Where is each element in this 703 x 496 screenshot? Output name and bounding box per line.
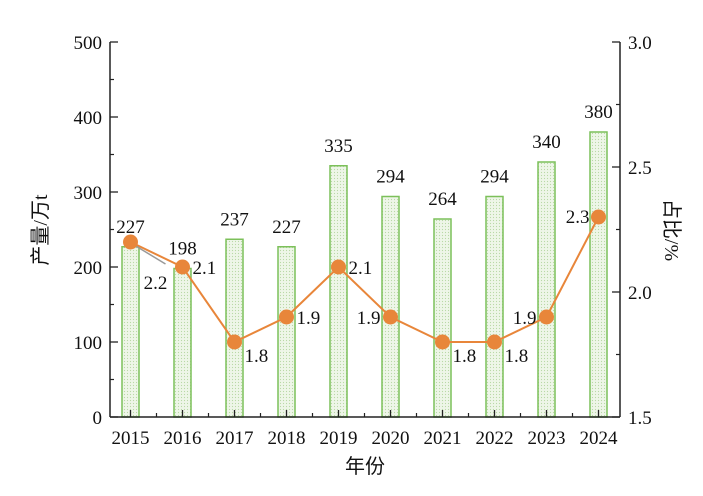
line-value-label: 2.2	[144, 273, 168, 294]
share-line	[130, 216, 600, 344]
line-value-label: 1.9	[513, 308, 537, 329]
bar-2020	[381, 195, 400, 418]
y2-tick-label: 1.5	[628, 408, 652, 429]
bar-2019	[329, 165, 348, 418]
y2-tick-label: 2.0	[628, 283, 652, 304]
line-value-label: 1.8	[453, 346, 477, 367]
line-value-label: 2.1	[193, 258, 217, 279]
x-tick-label: 2022	[476, 428, 514, 449]
point-2015	[123, 234, 138, 250]
bar-2017	[225, 238, 244, 418]
bar-2018	[277, 246, 296, 418]
x-tick-label: 2020	[372, 428, 410, 449]
bar-value-label: 227	[272, 217, 301, 238]
bar-value-label: 340	[532, 132, 561, 153]
x-axis-label: 年份	[345, 455, 385, 478]
point-2020	[383, 309, 398, 325]
y2-tick-label: 3.0	[628, 33, 652, 54]
y2-axis-label: 占比/%	[660, 199, 683, 261]
y-tick-label: 100	[74, 333, 103, 354]
bar-value-label: 380	[584, 102, 613, 123]
bar-value-label: 294	[376, 167, 405, 188]
bar-2015	[121, 246, 140, 418]
bar-2024	[589, 131, 608, 418]
point-2018	[279, 309, 294, 325]
line-value-label: 1.8	[505, 346, 529, 367]
line-value-label: 1.9	[297, 308, 321, 329]
point-2016	[175, 259, 190, 275]
bar-2022	[485, 195, 504, 418]
bar-value-label: 237	[220, 209, 249, 230]
x-tick-label: 2019	[320, 428, 358, 449]
y-axis-label: 产量/万t	[29, 194, 52, 266]
line-value-label: 1.8	[245, 346, 269, 367]
x-tick-label: 2016	[164, 428, 202, 449]
line-value-label: 2.1	[349, 258, 373, 279]
y-tick-label: 300	[74, 183, 103, 204]
bar-value-label: 227	[116, 217, 145, 238]
bar-value-label: 335	[324, 136, 353, 157]
point-2017	[227, 334, 242, 350]
y-tick-label: 0	[93, 408, 103, 429]
bar-value-label: 198	[168, 239, 197, 260]
line-value-label: 2.3	[566, 207, 590, 228]
x-tick-label: 2015	[112, 428, 150, 449]
y-tick-label: 500	[74, 33, 103, 54]
bar-2016	[173, 267, 192, 418]
x-tick-label: 2021	[424, 428, 462, 449]
label-leader-line	[132, 243, 166, 265]
x-tick-label: 2018	[268, 428, 306, 449]
point-2021	[435, 334, 450, 350]
point-2022	[487, 334, 502, 350]
y-tick-label: 200	[74, 258, 103, 279]
bar-value-label: 294	[480, 167, 509, 188]
bar-2021	[433, 218, 452, 418]
y-tick-label: 400	[74, 108, 103, 129]
point-2023	[539, 309, 554, 325]
y2-tick-label: 2.5	[628, 158, 652, 179]
bar-value-label: 264	[428, 189, 457, 210]
x-tick-label: 2023	[528, 428, 566, 449]
line-value-label: 1.9	[357, 308, 381, 329]
point-2019	[331, 259, 346, 275]
x-tick-label: 2024	[580, 428, 619, 449]
bar-2023	[537, 161, 556, 418]
point-2024	[591, 209, 606, 225]
x-tick-label: 2017	[216, 428, 254, 449]
